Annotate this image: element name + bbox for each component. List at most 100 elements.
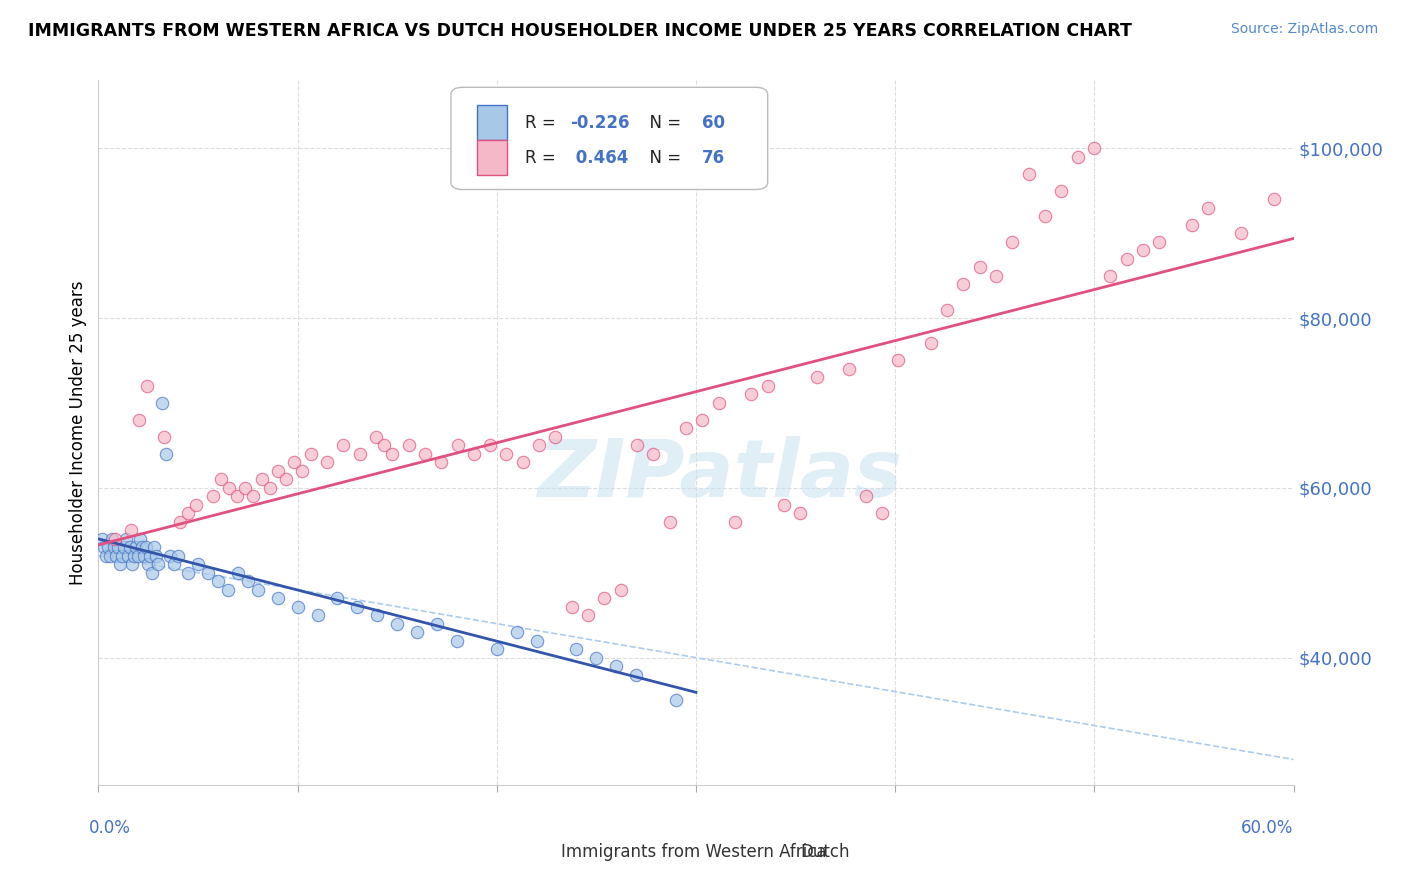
Point [124, 549, 146, 563]
Text: 60.0%: 60.0% [1241, 819, 1294, 837]
Point [665, 693, 688, 707]
Point [724, 515, 747, 529]
Point [561, 599, 583, 614]
Point [413, 447, 436, 461]
Point [398, 438, 420, 452]
Point [107, 540, 129, 554]
Point [789, 506, 811, 520]
Point [346, 599, 368, 614]
Point [127, 549, 149, 563]
Point [952, 277, 974, 291]
Bar [477, 105, 508, 140]
Text: N =: N = [638, 113, 686, 131]
Point [381, 447, 404, 461]
Point [1083, 141, 1105, 155]
Text: Dutch: Dutch [800, 843, 849, 861]
Point [1099, 268, 1122, 283]
Point [1115, 252, 1137, 266]
Y-axis label: Householder Income Under 25 years: Householder Income Under 25 years [69, 280, 87, 585]
Point [283, 455, 305, 469]
Point [177, 506, 200, 520]
Point [544, 430, 567, 444]
Text: 0.464: 0.464 [571, 149, 628, 167]
Bar [768, 838, 794, 866]
Point [446, 438, 468, 452]
Point [446, 633, 468, 648]
Point [626, 667, 648, 681]
Point [121, 558, 143, 572]
Point [855, 489, 877, 503]
Bar [477, 140, 508, 176]
Point [150, 396, 173, 410]
Point [217, 582, 239, 597]
Point [136, 379, 159, 393]
Point [120, 540, 142, 554]
Point [167, 549, 190, 563]
Point [479, 438, 502, 452]
Point [105, 549, 128, 563]
Point [148, 558, 170, 572]
Point [91, 532, 114, 546]
Point [526, 633, 548, 648]
Text: N =: N = [638, 149, 686, 167]
Point [1067, 150, 1090, 164]
Point [110, 558, 132, 572]
Point [93, 540, 115, 554]
Point [163, 558, 186, 572]
Point [197, 566, 219, 580]
Point [406, 625, 429, 640]
Point [120, 523, 142, 537]
Point [186, 498, 208, 512]
Point [1263, 192, 1285, 206]
Point [136, 558, 159, 572]
Point [512, 455, 534, 469]
Point [887, 353, 910, 368]
Point [316, 455, 339, 469]
Point [1197, 201, 1219, 215]
Point [1230, 226, 1253, 240]
Point [117, 549, 139, 563]
Point [125, 540, 148, 554]
Point [226, 489, 249, 503]
Point [1149, 235, 1171, 249]
Point [226, 566, 249, 580]
Point [209, 472, 232, 486]
Point [267, 464, 290, 478]
Point [115, 532, 138, 546]
Point [692, 413, 714, 427]
Point [128, 413, 150, 427]
Point [373, 438, 395, 452]
Point [495, 447, 517, 461]
Point [385, 616, 409, 631]
Point [267, 591, 290, 606]
Text: R =: R = [524, 149, 561, 167]
Point [426, 616, 449, 631]
Point [259, 481, 281, 495]
Point [643, 447, 665, 461]
Point [246, 582, 269, 597]
Point [1001, 235, 1024, 249]
Point [463, 447, 485, 461]
Point [236, 574, 259, 589]
Point [207, 574, 229, 589]
Point [131, 540, 153, 554]
Point [233, 481, 256, 495]
FancyBboxPatch shape [451, 87, 768, 189]
Point [141, 566, 163, 580]
Point [155, 447, 177, 461]
Point [756, 379, 779, 393]
Point [134, 549, 156, 563]
Point [969, 260, 991, 274]
Point [307, 608, 329, 623]
Point [177, 566, 200, 580]
Point [250, 472, 273, 486]
Point [159, 549, 181, 563]
Bar [529, 838, 555, 866]
Point [1033, 209, 1056, 223]
Point [98, 549, 122, 563]
Point [707, 396, 730, 410]
Point [187, 558, 209, 572]
Text: -0.226: -0.226 [571, 113, 630, 131]
Point [152, 430, 174, 444]
Point [139, 549, 162, 563]
